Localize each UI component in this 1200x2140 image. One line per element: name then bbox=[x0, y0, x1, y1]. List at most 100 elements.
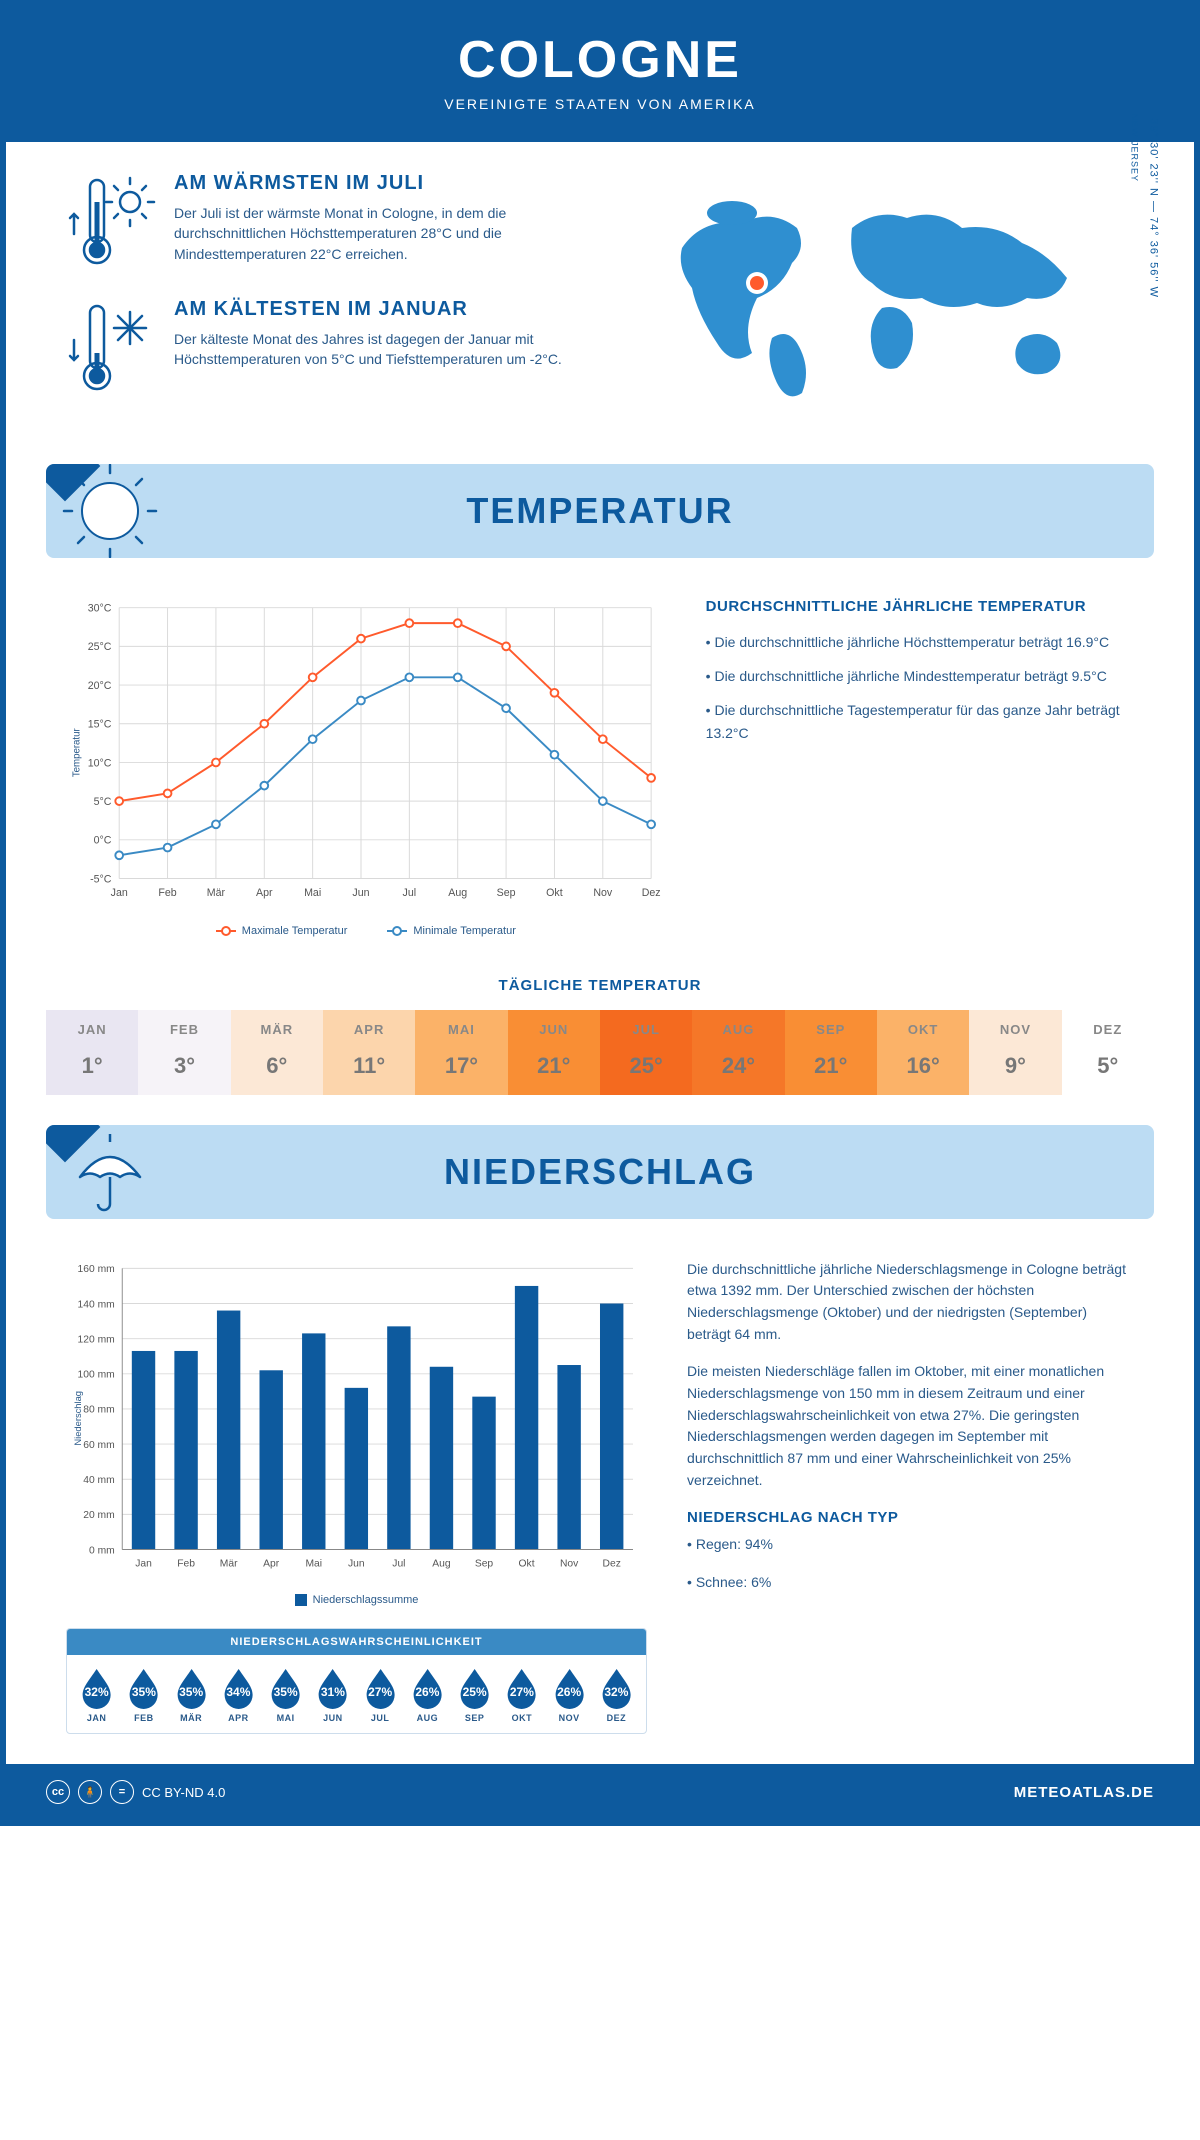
svg-text:Jan: Jan bbox=[135, 1558, 152, 1569]
precip-banner: NIEDERSCHLAG bbox=[46, 1125, 1154, 1219]
temperature-banner: TEMPERATUR bbox=[46, 464, 1154, 558]
svg-text:140 mm: 140 mm bbox=[78, 1299, 115, 1310]
temp-bullet: • Die durchschnittliche jährliche Mindes… bbox=[706, 665, 1134, 689]
temp-bullet: • Die durchschnittliche Tagestemperatur … bbox=[706, 699, 1134, 747]
svg-text:20°C: 20°C bbox=[88, 680, 112, 692]
svg-text:80 mm: 80 mm bbox=[83, 1404, 114, 1415]
precip-bytype-item: • Regen: 94% bbox=[687, 1534, 1134, 1556]
daily-cell: DEZ5° bbox=[1062, 1010, 1154, 1095]
precip-legend: Niederschlagssumme bbox=[66, 1594, 647, 1606]
page-title: COLOGNE bbox=[6, 30, 1194, 90]
prob-cell: 32%JAN bbox=[73, 1665, 120, 1723]
svg-text:Mär: Mär bbox=[207, 887, 226, 899]
daily-cell: MÄR6° bbox=[231, 1010, 323, 1095]
warmest-fact: AM WÄRMSTEN IM JULI Der Juli ist der wär… bbox=[66, 172, 580, 272]
legend-max: Maximale Temperatur bbox=[242, 925, 348, 937]
precip-text: Die durchschnittliche jährliche Niedersc… bbox=[687, 1259, 1134, 1346]
warmest-heading: AM WÄRMSTEN IM JULI bbox=[174, 172, 580, 195]
svg-text:Jul: Jul bbox=[392, 1558, 405, 1569]
prob-cell: 25%SEP bbox=[451, 1665, 498, 1723]
precip-text: Die meisten Niederschläge fallen im Okto… bbox=[687, 1361, 1134, 1491]
svg-text:100 mm: 100 mm bbox=[78, 1369, 115, 1380]
daily-cell: SEP21° bbox=[785, 1010, 877, 1095]
svg-text:Dez: Dez bbox=[642, 887, 661, 899]
svg-text:Nov: Nov bbox=[560, 1558, 579, 1569]
prob-heading: NIEDERSCHLAGSWAHRSCHEINLICHKEIT bbox=[67, 1629, 646, 1655]
region-label: NEW JERSEY bbox=[1130, 113, 1140, 182]
coordinates: 39° 30' 23'' N — 74° 36' 56'' W bbox=[1148, 118, 1160, 298]
daily-cell: APR11° bbox=[323, 1010, 415, 1095]
svg-text:Jan: Jan bbox=[111, 887, 128, 899]
svg-text:Jul: Jul bbox=[403, 887, 417, 899]
daily-cell: JUN21° bbox=[508, 1010, 600, 1095]
temp-bullet: • Die durchschnittliche jährliche Höchst… bbox=[706, 631, 1134, 655]
svg-text:Dez: Dez bbox=[603, 1558, 621, 1569]
svg-text:Mai: Mai bbox=[305, 1558, 322, 1569]
precip-chart: 0 mm20 mm40 mm60 mm80 mm100 mm120 mm140 … bbox=[66, 1259, 647, 1735]
svg-text:Okt: Okt bbox=[519, 1558, 535, 1569]
cc-icon: cc bbox=[46, 1780, 70, 1804]
svg-text:0°C: 0°C bbox=[94, 835, 112, 847]
legend-min: Minimale Temperatur bbox=[413, 925, 516, 937]
svg-text:Aug: Aug bbox=[448, 887, 467, 899]
svg-text:Nov: Nov bbox=[593, 887, 613, 899]
svg-text:Temperatur: Temperatur bbox=[72, 728, 83, 778]
daily-cell: JAN1° bbox=[46, 1010, 138, 1095]
by-icon: 🧍 bbox=[78, 1780, 102, 1804]
coldest-text: Der kälteste Monat des Jahres ist dagege… bbox=[174, 329, 580, 370]
svg-text:10°C: 10°C bbox=[88, 757, 112, 769]
svg-text:Okt: Okt bbox=[546, 887, 563, 899]
svg-text:Mär: Mär bbox=[220, 1558, 238, 1569]
svg-text:Feb: Feb bbox=[158, 887, 176, 899]
daily-cell: MAI17° bbox=[415, 1010, 507, 1095]
daily-temp-heading: TÄGLICHE TEMPERATUR bbox=[6, 977, 1194, 994]
daily-cell: NOV9° bbox=[969, 1010, 1061, 1095]
warmest-text: Der Juli ist der wärmste Monat in Cologn… bbox=[174, 203, 580, 264]
site-name: METEOATLAS.DE bbox=[1014, 1784, 1154, 1801]
svg-text:Niederschlag: Niederschlag bbox=[73, 1390, 83, 1445]
svg-text:Mai: Mai bbox=[304, 887, 321, 899]
prob-cell: 26%NOV bbox=[546, 1665, 593, 1723]
coldest-heading: AM KÄLTESTEN IM JANUAR bbox=[174, 298, 580, 321]
svg-text:25°C: 25°C bbox=[88, 641, 112, 653]
prob-cell: 35%FEB bbox=[120, 1665, 167, 1723]
precip-bytype-heading: NIEDERSCHLAG NACH TYP bbox=[687, 1509, 1134, 1526]
daily-cell: FEB3° bbox=[138, 1010, 230, 1095]
svg-text:160 mm: 160 mm bbox=[78, 1264, 115, 1275]
svg-text:60 mm: 60 mm bbox=[83, 1439, 114, 1450]
footer: cc 🧍 = CC BY-ND 4.0 METEOATLAS.DE bbox=[6, 1764, 1194, 1820]
prob-cell: 31%JUN bbox=[309, 1665, 356, 1723]
temperature-legend: Maximale Temperatur Minimale Temperatur bbox=[66, 925, 666, 937]
daily-cell: AUG24° bbox=[692, 1010, 784, 1095]
svg-text:Sep: Sep bbox=[497, 887, 516, 899]
svg-text:0 mm: 0 mm bbox=[89, 1545, 115, 1556]
header: COLOGNE VEREINIGTE STAATEN VON AMERIKA bbox=[6, 6, 1194, 142]
prob-cell: 34%APR bbox=[215, 1665, 262, 1723]
prob-cell: 27%OKT bbox=[498, 1665, 545, 1723]
svg-text:Jun: Jun bbox=[352, 887, 369, 899]
coldest-fact: AM KÄLTESTEN IM JANUAR Der kälteste Mona… bbox=[66, 298, 580, 398]
svg-text:15°C: 15°C bbox=[88, 719, 112, 731]
precip-probability-box: NIEDERSCHLAGSWAHRSCHEINLICHKEIT 32%JAN35… bbox=[66, 1628, 647, 1734]
daily-cell: OKT16° bbox=[877, 1010, 969, 1095]
prob-cell: 26%AUG bbox=[404, 1665, 451, 1723]
svg-text:-5°C: -5°C bbox=[90, 873, 112, 885]
thermometer-hot-icon bbox=[66, 172, 156, 272]
license-text: CC BY-ND 4.0 bbox=[142, 1785, 225, 1800]
world-map: NEW JERSEY 39° 30' 23'' N — 74° 36' 56''… bbox=[620, 172, 1134, 424]
temperature-heading: TEMPERATUR bbox=[46, 490, 1154, 532]
thermometer-cold-icon bbox=[66, 298, 156, 398]
legend-precip: Niederschlagssumme bbox=[313, 1594, 419, 1606]
svg-text:5°C: 5°C bbox=[94, 796, 112, 808]
svg-text:Aug: Aug bbox=[432, 1558, 451, 1569]
svg-text:30°C: 30°C bbox=[88, 603, 112, 615]
page-subtitle: VEREINIGTE STAATEN VON AMERIKA bbox=[6, 96, 1194, 112]
svg-text:120 mm: 120 mm bbox=[78, 1334, 115, 1345]
svg-text:40 mm: 40 mm bbox=[83, 1474, 114, 1485]
svg-text:Feb: Feb bbox=[177, 1558, 195, 1569]
svg-text:Sep: Sep bbox=[475, 1558, 494, 1569]
temp-info-heading: DURCHSCHNITTLICHE JÄHRLICHE TEMPERATUR bbox=[706, 598, 1134, 615]
svg-text:Apr: Apr bbox=[263, 1558, 280, 1569]
nd-icon: = bbox=[110, 1780, 134, 1804]
daily-cell: JUL25° bbox=[600, 1010, 692, 1095]
